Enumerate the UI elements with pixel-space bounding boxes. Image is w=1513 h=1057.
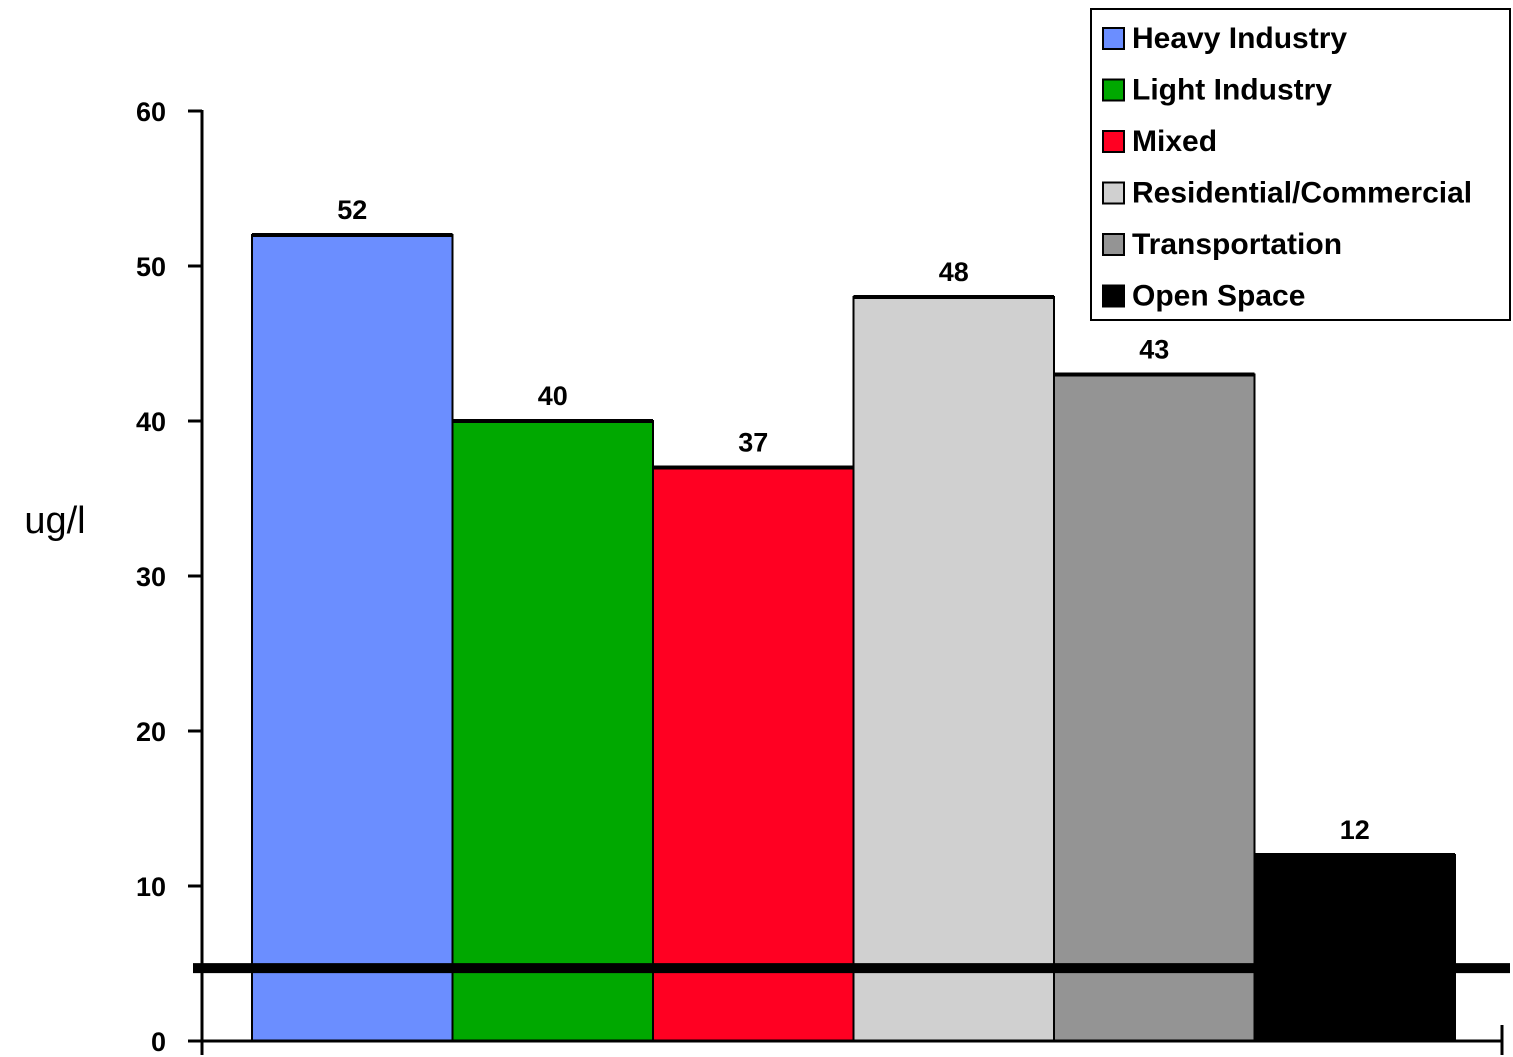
bar-mixed [652,466,855,1042]
legend-box [1090,8,1511,321]
y-ticks-group: 0 10 20 30 40 50 60 [136,97,202,1057]
data-label: 12 [1340,815,1370,845]
data-label: 37 [738,428,768,458]
data-label: 40 [538,381,568,411]
y-tick-label: 30 [136,562,166,592]
legend-label: Light Industry [1132,74,1332,107]
legend-swatch [1102,233,1125,256]
bar-heavy-industry [251,234,454,1042]
bar-residential-commercial [852,296,1055,1042]
y-tick-label: 40 [136,407,166,437]
legend-swatch [1102,284,1125,308]
legend-label: Open Space [1132,280,1305,313]
y-tick-label: 0 [151,1027,166,1057]
y-tick-label: 50 [136,252,166,282]
data-label: 52 [337,195,367,225]
legend-label: Heavy Industry [1132,22,1347,55]
data-labels-group: 52 40 37 48 43 12 [337,195,1370,845]
y-tick-label: 10 [136,872,166,902]
bars-group [251,233,1456,1042]
data-label: 48 [939,257,969,287]
legend-label: Residential/Commercial [1132,177,1472,210]
y-axis-label: ug/l [24,500,85,542]
legend: Heavy Industry Light Industry Mixed Residen… [1090,8,1511,321]
y-tick-label: 60 [136,97,166,127]
y-tick-label: 20 [136,717,166,747]
bar-open-space [1253,854,1456,1042]
bar-light-industry [451,420,654,1042]
bar-transportation [1053,373,1256,1042]
legend-swatch [1102,181,1125,205]
data-label: 43 [1139,335,1169,365]
legend-label: Mixed [1132,125,1217,158]
legend-swatch [1102,27,1125,50]
legend-label: Transportation [1132,228,1342,261]
legend-swatch [1102,78,1125,102]
legend-swatch [1102,130,1125,153]
